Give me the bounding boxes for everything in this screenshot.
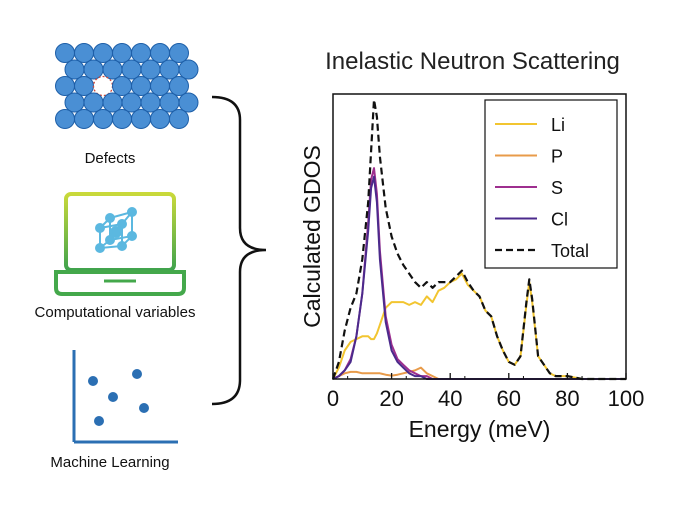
left-panel — [54, 43, 267, 444]
scatter-plot-icon — [72, 350, 178, 444]
computational-variables-label: Computational variables — [34, 304, 196, 321]
legend-label-p: P — [551, 147, 563, 167]
series-line-total — [331, 98, 626, 381]
legend-label-li: Li — [551, 115, 565, 135]
legend-label-total: Total — [551, 241, 589, 261]
y-axis-label: Calculated GDOS — [299, 145, 325, 328]
legend-label-cl: Cl — [551, 210, 568, 230]
chart-title: Inelastic Neutron Scattering — [325, 48, 620, 75]
legend-label-s: S — [551, 178, 563, 198]
laptop-icon — [54, 192, 186, 296]
gdos-chart: 0 20 40 60 80 100 Li PS Cl Total Energy (meV) Ca… — [299, 93, 645, 442]
plot-frame — [332, 93, 627, 380]
x-tick-label: 80 — [555, 386, 579, 411]
defects-label: Defects — [84, 150, 136, 167]
atomic-lattice-icon — [55, 43, 199, 129]
x-axis-label: Energy (meV) — [409, 416, 551, 442]
crystal-structure-icon — [95, 207, 137, 253]
x-tick-label: 20 — [379, 386, 403, 411]
x-tick-label: 40 — [438, 386, 462, 411]
x-tick-label: 0 — [327, 386, 339, 411]
curly-brace-icon — [211, 95, 267, 406]
x-tick-label: 60 — [497, 386, 521, 411]
x-tick-label: 100 — [608, 386, 645, 411]
series-line-li — [332, 272, 626, 380]
legend-box — [484, 99, 618, 269]
machine-learning-label: Machine Learning — [50, 454, 170, 471]
